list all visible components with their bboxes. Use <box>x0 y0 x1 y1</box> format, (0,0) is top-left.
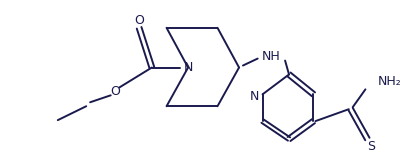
Text: N: N <box>183 61 192 74</box>
Text: N: N <box>249 90 258 103</box>
Text: O: O <box>111 85 120 98</box>
Text: O: O <box>134 14 144 27</box>
Text: S: S <box>367 140 374 153</box>
Text: NH₂: NH₂ <box>377 75 401 88</box>
Text: NH: NH <box>261 50 280 63</box>
